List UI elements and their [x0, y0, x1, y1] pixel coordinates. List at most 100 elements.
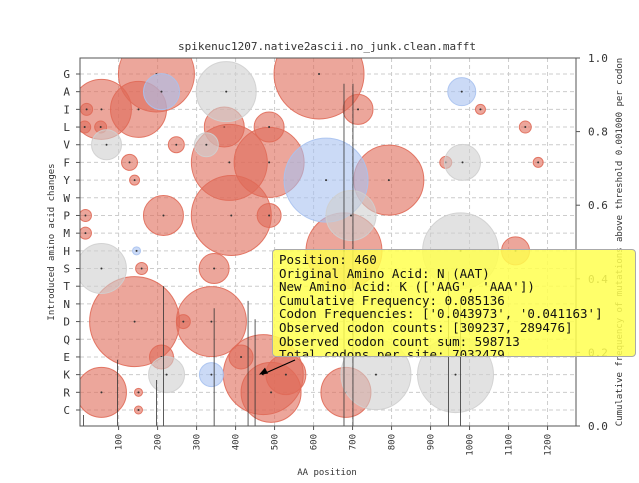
bubble-center — [100, 391, 103, 394]
bubble-center — [162, 214, 165, 217]
bubble-center — [83, 126, 86, 129]
bubble — [80, 366, 127, 418]
y-tick-label: N — [63, 298, 70, 311]
tooltip: Position: 460 Original Amino Acid: N (AAT… — [272, 249, 636, 357]
x-tick-label: 1200 — [544, 434, 554, 456]
plot-frame — [79, 57, 577, 427]
plot — [80, 58, 576, 426]
bubble-center — [268, 214, 271, 217]
bubble — [273, 58, 365, 120]
bubble-center — [268, 161, 271, 164]
y-tick-label: C — [63, 404, 70, 417]
y-tick-label: F — [63, 156, 70, 169]
bubble-center — [99, 126, 102, 129]
bubble-center — [461, 161, 464, 164]
x-tick-label: 1000 — [466, 434, 476, 456]
bubble-center — [175, 143, 178, 146]
tooltip-line: Total codons per site: 7032479 — [279, 347, 505, 357]
bubble-center — [479, 108, 482, 111]
bubble-center — [140, 267, 143, 270]
x-tick-label: 900 — [427, 434, 437, 450]
bubble-center — [240, 355, 243, 358]
bubble-center — [182, 320, 185, 323]
bubble-center — [137, 108, 140, 111]
y-tick-label: H — [63, 245, 70, 258]
y-tick-label: A — [63, 86, 70, 99]
y-axis-label: Introduced amino acid changes — [47, 163, 57, 320]
x-tick-label: 1100 — [505, 434, 515, 456]
y-tick-label: T — [63, 280, 70, 293]
bubble-center — [357, 108, 360, 111]
bubble-center — [213, 267, 216, 270]
bubble-center — [228, 161, 231, 164]
y-tick-label: G — [63, 68, 70, 81]
bubble-center — [350, 214, 353, 217]
y-tick-label: R — [63, 386, 70, 399]
bubble-center — [205, 143, 208, 146]
bubble-center — [230, 214, 233, 217]
bubble-center — [284, 373, 287, 376]
bubble-center — [133, 179, 136, 182]
bubble-center — [137, 409, 140, 411]
y-tick-label: W — [63, 192, 70, 205]
y-tick-label: K — [63, 369, 70, 382]
x-axis-label: AA position — [297, 468, 357, 478]
bubble-center — [84, 232, 87, 235]
annotation-arrowhead — [258, 367, 268, 375]
y-tick-label: S — [63, 263, 70, 276]
tooltip-line: Observed codon count sum: 598713 — [279, 333, 520, 349]
y-tick-label: Q — [63, 333, 70, 346]
bubble-center — [210, 373, 213, 376]
bubble-center — [160, 90, 163, 93]
bubble-center — [137, 391, 140, 394]
bubble-center — [135, 249, 138, 252]
y-tick-label: P — [63, 209, 70, 222]
bubble-center — [133, 320, 136, 323]
chart-title: spikenuc1207.native2ascii.no_junk.clean.… — [178, 40, 476, 53]
bubble-center — [318, 73, 321, 75]
tooltip-line: Codon Frequencies: ['0.043973', '0.04116… — [279, 306, 603, 322]
y-tick-label: E — [63, 351, 70, 364]
tooltip-line: Observed codon counts: [309237, 289476] — [279, 319, 573, 335]
x-tick-label: 800 — [388, 434, 398, 450]
tooltip-line: Cumulative Frequency: 0.085136 — [279, 292, 505, 308]
bubble-center — [100, 108, 103, 111]
y2-tick-label: 0.0 — [588, 420, 608, 433]
x-tick-label: 700 — [349, 434, 359, 450]
bubble-center — [387, 179, 390, 182]
bubble-center — [100, 267, 103, 270]
y-tick-label: L — [63, 121, 70, 134]
tooltip-line: New Amino Acid: K (['AAG', 'AAA']) — [279, 279, 535, 295]
bubble-center — [374, 373, 377, 376]
x-tick-label: 500 — [271, 434, 281, 450]
bubble-center — [85, 108, 88, 111]
y2-tick-label: 0.6 — [588, 199, 608, 212]
bubble-center — [105, 143, 108, 146]
x-tick-label: 300 — [193, 434, 203, 450]
bubble — [80, 243, 127, 295]
bubble-center — [225, 90, 228, 93]
y2-axis-label: Cumulative frequency of mutations above … — [615, 58, 625, 426]
bubble-center — [454, 373, 457, 376]
tooltip-line: Original Amino Acid: N (AAT) — [279, 265, 490, 281]
bubble-center — [270, 391, 273, 394]
bubble-center — [268, 126, 271, 129]
annotation-arrow — [261, 359, 296, 376]
y2-tick-label: 0.8 — [588, 126, 608, 139]
x-tick-label: 100 — [115, 434, 125, 450]
y-tick-label: Y — [63, 174, 70, 187]
y-tick-label: V — [63, 139, 70, 152]
bubble-center — [524, 126, 527, 129]
bubble-center — [460, 90, 463, 93]
x-tick-label: 400 — [232, 434, 242, 450]
y2-tick-label: 1.0 — [588, 52, 608, 65]
bubble-center — [210, 320, 213, 323]
y-tick-label: D — [63, 316, 70, 329]
bubble-center — [128, 161, 131, 164]
bubble-center — [165, 373, 168, 376]
x-tick-label: 200 — [154, 434, 164, 450]
bubble-center — [537, 161, 540, 164]
tooltip-line: Position: 460 — [279, 252, 377, 267]
